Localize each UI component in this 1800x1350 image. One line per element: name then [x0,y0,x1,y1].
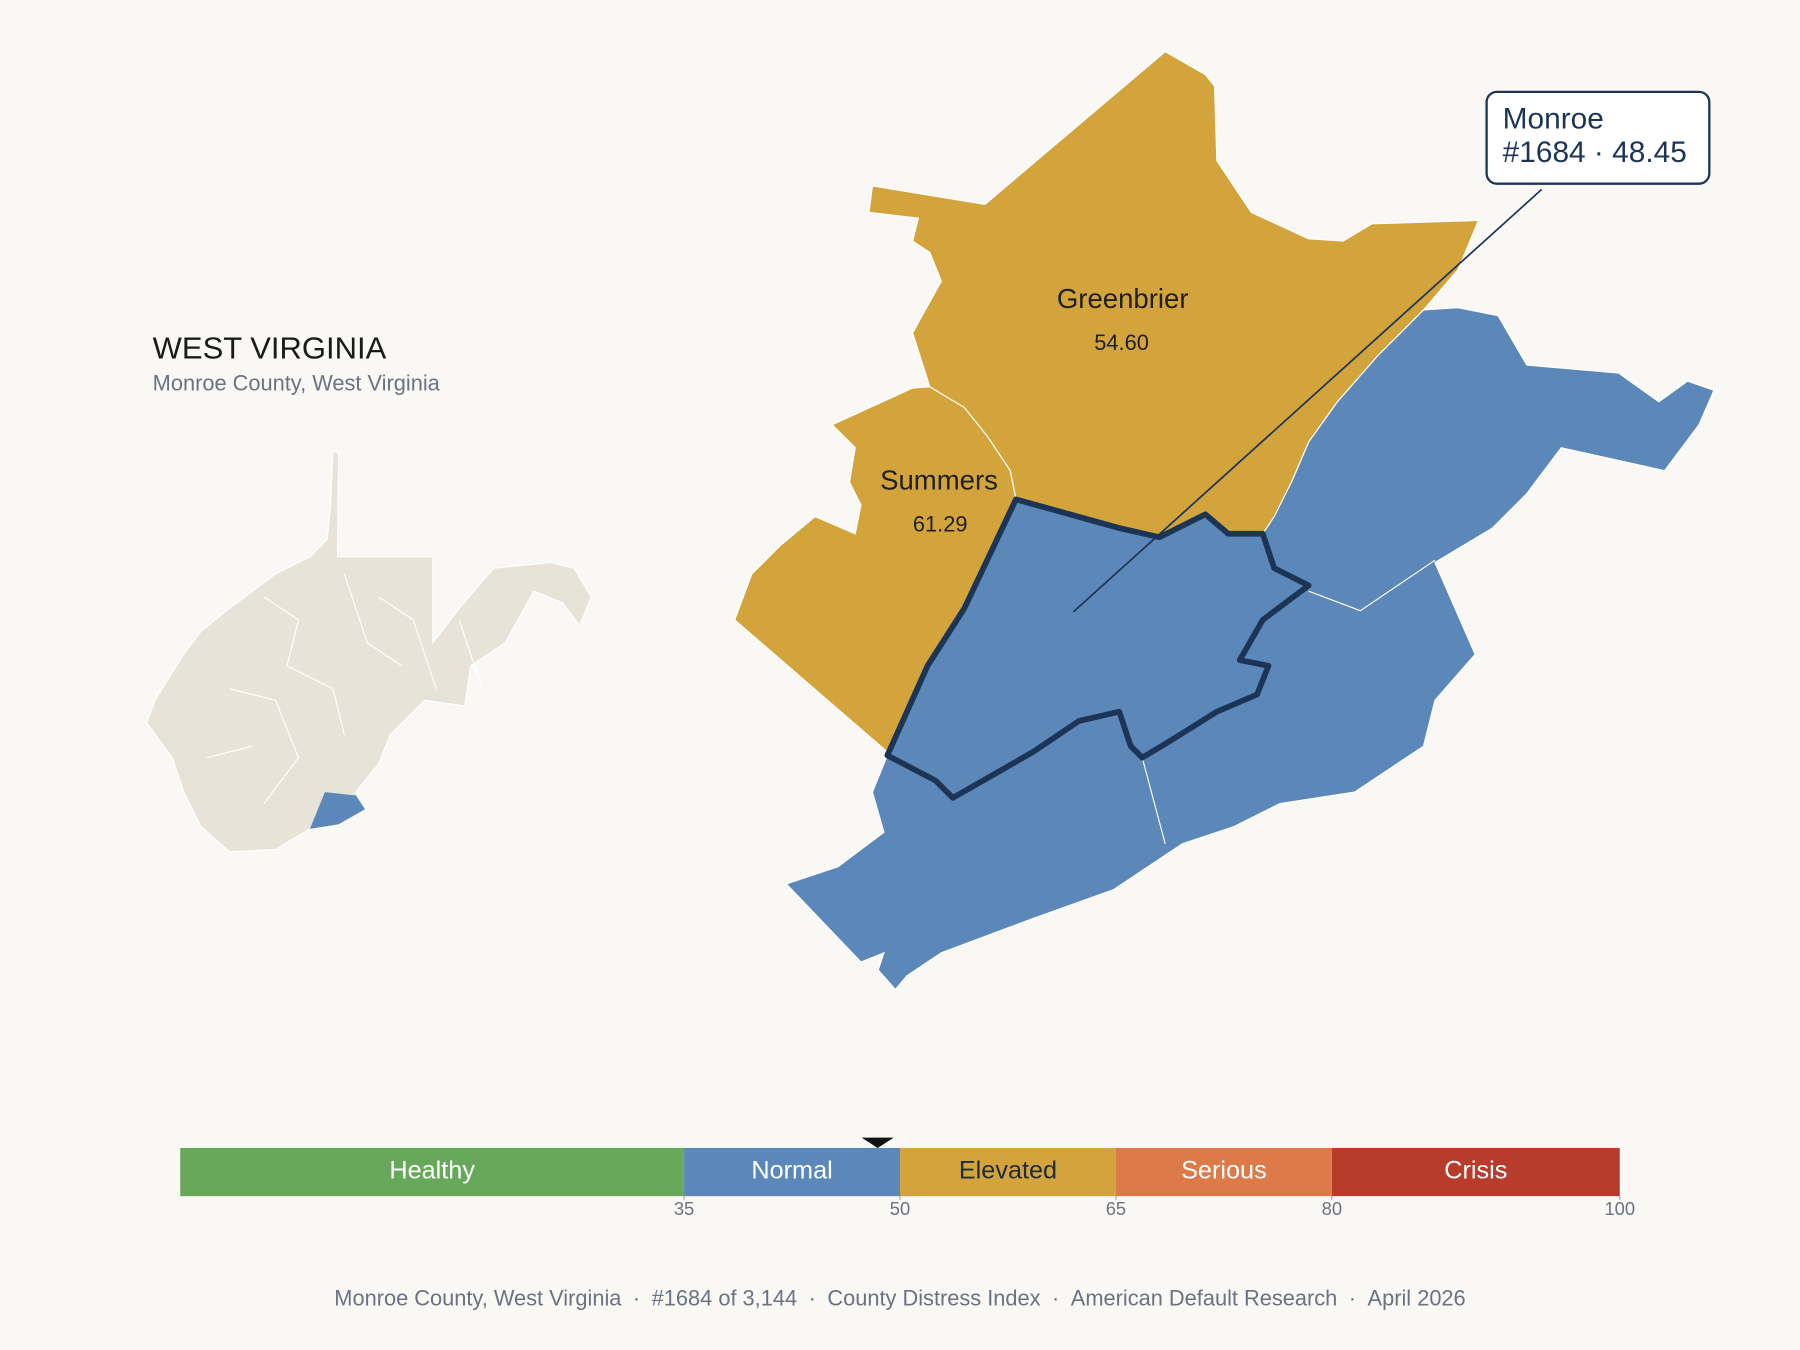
subtitle: Monroe County, West Virginia [153,370,441,395]
callout-rank: #1684 [1503,136,1586,169]
scale-band [900,1147,1116,1197]
footer-separator: · [1052,1285,1059,1310]
callout-name: Monroe [1503,102,1604,135]
scale-band [1331,1147,1620,1197]
county-label: Summers [880,464,998,495]
scale-tick-label: 65 [1106,1198,1126,1219]
scale-tick-label: 35 [674,1198,694,1219]
footer-separator: · [1349,1285,1356,1310]
state-outline [146,450,592,853]
county-shape [868,50,1480,538]
county-borders [1141,559,1436,844]
footer-part: County Distress Index [827,1285,1040,1310]
scale-tick-label: 80 [1322,1198,1342,1219]
footer: Monroe County, West Virginia · #1684 of 3,… [334,1285,1465,1310]
callout-separator: · [1594,136,1604,169]
scale-band [684,1147,900,1197]
scale-band-label: Crisis [1444,1157,1507,1185]
scale-marker [861,1137,894,1148]
county-shape-selected[interactable] [884,496,1312,801]
scale-band-label: Serious [1181,1157,1267,1185]
county-value: 54.60 [1094,330,1149,355]
footer-separator: · [809,1285,816,1310]
legend-scale: Healthy Normal Elevated Serious Crisis 35 50 65… [180,1137,1635,1219]
state-title: WEST VIRGINIA [153,330,387,365]
scale-band [180,1147,685,1197]
footer-part: April 2026 [1368,1285,1466,1310]
state-inset [146,450,592,853]
county-borders [206,573,483,804]
footer-part: American Default Research [1071,1285,1338,1310]
scale-tick-label: 100 [1604,1198,1635,1219]
scale-band-label: Elevated [959,1157,1057,1185]
scale-band-label: Normal [751,1157,832,1185]
scale-band [1115,1147,1332,1197]
callout-detail: #1684 · 48.45 [1503,136,1687,169]
callout-value: 48.45 [1612,136,1687,169]
footer-separator: · [633,1285,640,1310]
footer-part: Monroe County, West Virginia [334,1285,622,1310]
county-value: 61.29 [913,512,968,537]
scale-tick-label: 50 [890,1198,910,1219]
callout-box [1485,90,1711,185]
scale-band-label: Healthy [389,1157,475,1185]
inset-highlight [309,792,366,829]
footer-part: #1684 of 3,144 [652,1285,797,1310]
callout-leader [1072,188,1543,613]
county-label: Greenbrier [1057,283,1189,314]
